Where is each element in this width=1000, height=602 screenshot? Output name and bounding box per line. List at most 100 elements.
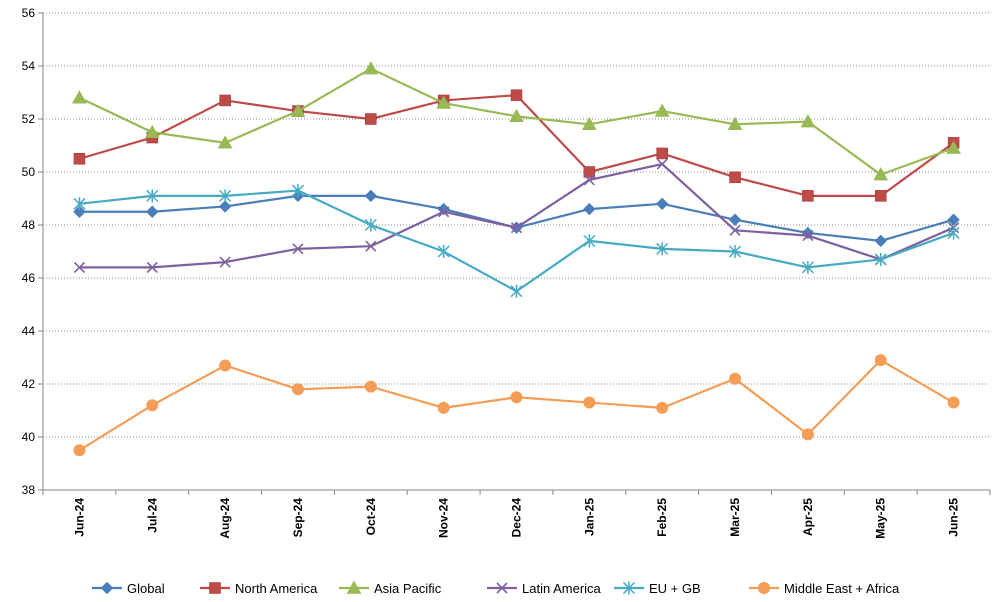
data-point [291, 383, 304, 396]
data-point [291, 184, 304, 198]
data-point [510, 284, 523, 298]
series-north-america [73, 89, 960, 202]
data-point [73, 444, 86, 457]
data-point [801, 260, 814, 274]
data-point [436, 95, 452, 109]
data-point [219, 359, 232, 372]
x-tick-label: Jun-25 [947, 498, 961, 537]
x-tick-label: Feb-25 [655, 498, 669, 537]
data-point [510, 391, 523, 404]
data-point [656, 242, 669, 256]
x-tick-label: Aug-24 [218, 498, 232, 539]
data-point [510, 89, 523, 101]
data-point [947, 396, 960, 409]
data-point [729, 245, 742, 258]
data-point [727, 116, 743, 130]
data-point [656, 147, 668, 160]
data-point [583, 174, 595, 186]
data-point [583, 234, 596, 248]
data-point [292, 243, 304, 255]
data-point [874, 252, 887, 266]
data-point [437, 401, 450, 414]
legend-marker [100, 581, 114, 595]
data-point [800, 114, 816, 128]
legend-marker [209, 582, 221, 594]
data-point [437, 245, 450, 258]
x-tick-label: Apr-25 [801, 498, 815, 536]
legend-item: Asia Pacific [339, 580, 442, 596]
gridlines [43, 12, 990, 438]
data-point [365, 113, 377, 125]
y-tick-label: 50 [22, 165, 36, 179]
data-point [73, 261, 85, 273]
data-point [947, 213, 960, 226]
data-point [802, 190, 814, 202]
series-line [79, 194, 954, 242]
legend-item: Latin America [487, 581, 602, 596]
y-tick-label: 44 [22, 324, 36, 338]
data-point [217, 135, 233, 149]
data-point [219, 94, 231, 107]
y-tick-label: 46 [22, 271, 36, 285]
y-tick-label: 54 [22, 59, 36, 73]
x-tick-label: Jul-24 [145, 498, 159, 533]
data-point [655, 197, 669, 211]
series-line [79, 162, 955, 269]
data-point [583, 202, 596, 216]
legend-item: Global [92, 581, 165, 596]
legend-label: Middle East + Africa [784, 581, 900, 596]
data-point [583, 396, 596, 409]
data-point [874, 354, 887, 367]
x-tick-label: Nov-24 [437, 498, 451, 538]
legend: Global North America Asia Pacific Latin Ame… [92, 580, 900, 596]
legend-item: EU + GB [614, 581, 701, 596]
y-tick-label: 42 [22, 377, 36, 391]
axes: 38 40 42 44 46 48 50 52 54 56 Jun-24 Jul-24 Aug-24 Se… [22, 6, 991, 539]
legend-label: EU + GB [649, 581, 701, 596]
legend-label: Global [127, 581, 165, 596]
x-tick-label: Dec-24 [510, 498, 524, 538]
y-tick-label: 40 [22, 430, 36, 444]
data-point [510, 222, 523, 234]
data-point [72, 90, 87, 104]
data-point [73, 205, 86, 218]
legend-marker [346, 580, 362, 594]
data-point [874, 190, 887, 202]
data-point [946, 140, 961, 154]
x-tick-label: Jun-24 [72, 498, 86, 537]
data-point [947, 226, 960, 240]
data-point [729, 224, 741, 236]
legend-item: North America [200, 581, 318, 596]
data-point [363, 61, 379, 75]
data-point [144, 124, 160, 138]
legend-label: North America [235, 581, 318, 596]
series-middle-east-africa [73, 354, 960, 457]
data-point [729, 372, 742, 385]
data-point [802, 230, 814, 242]
legend-marker [758, 582, 770, 594]
data-point [728, 213, 742, 226]
legend-label: Asia Pacific [374, 581, 442, 596]
data-point [73, 197, 86, 211]
data-point [581, 116, 597, 130]
x-tick-label: Sep-24 [291, 498, 305, 538]
data-point [729, 171, 741, 184]
legend-marker [496, 582, 508, 594]
x-tick-label: Jan-25 [582, 498, 596, 536]
data-point [509, 108, 524, 123]
x-tick-label: May-25 [874, 498, 888, 539]
data-point [73, 153, 86, 165]
legend-label: Latin America [522, 581, 602, 596]
legend-item: Middle East + Africa [749, 581, 900, 596]
data-point [219, 256, 231, 268]
data-point [218, 200, 232, 213]
data-point [219, 189, 232, 203]
data-point [874, 234, 887, 248]
data-point [583, 166, 596, 178]
series-latin-america [73, 158, 960, 273]
data-point [146, 261, 158, 273]
data-point [146, 399, 159, 412]
y-tick-label: 52 [22, 112, 36, 126]
